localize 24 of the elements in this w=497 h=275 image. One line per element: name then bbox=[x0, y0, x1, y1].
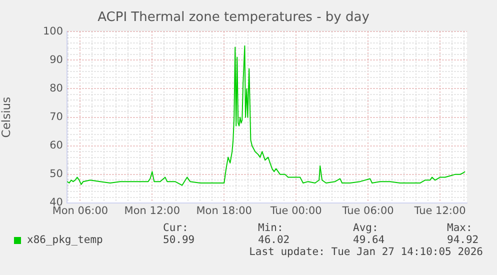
x-tick-label: Tue 06:00 bbox=[341, 205, 394, 218]
x-tick-label: Tue 00:00 bbox=[269, 205, 322, 218]
text: 46.02 bbox=[258, 234, 290, 246]
text: Min: bbox=[258, 222, 284, 234]
x-tick-label: Mon 12:00 bbox=[124, 205, 180, 218]
y-tick-label: 50 bbox=[50, 168, 63, 180]
x-tick-label: Tue 12:00 bbox=[413, 205, 466, 218]
y-axis-title: Celsius bbox=[0, 96, 13, 138]
text: 50.99 bbox=[163, 234, 195, 246]
y-tick-label: 80 bbox=[50, 82, 63, 94]
legend-label: x86_pkg_temp bbox=[27, 234, 103, 246]
text: 94.92 bbox=[447, 234, 479, 246]
y-tick-label: 100 bbox=[42, 25, 63, 38]
x-tick-label: Mon 18:00 bbox=[196, 205, 252, 218]
chart-title: ACPI Thermal zone temperatures - by day bbox=[98, 10, 370, 26]
text: Max: bbox=[447, 222, 472, 234]
text: Cur: bbox=[163, 222, 188, 234]
text: Last update: Tue Jan 27 14:10:05 2026 bbox=[249, 246, 483, 258]
x-tick-label: Mon 06:00 bbox=[52, 205, 108, 218]
text: Avg: bbox=[353, 222, 378, 234]
y-tick-label: 60 bbox=[50, 140, 63, 152]
text: 49.64 bbox=[353, 234, 385, 246]
y-tick-label: 70 bbox=[50, 111, 63, 124]
y-tick-label: 90 bbox=[50, 54, 63, 66]
